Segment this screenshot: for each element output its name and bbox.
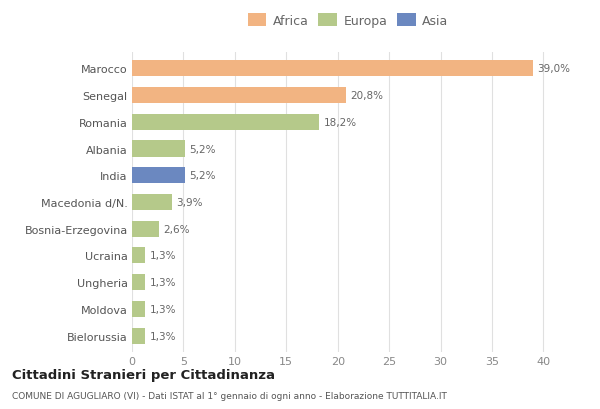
Text: 1,3%: 1,3% xyxy=(149,277,176,288)
Text: 5,2%: 5,2% xyxy=(190,171,216,181)
Text: 2,6%: 2,6% xyxy=(163,224,190,234)
Bar xyxy=(132,61,533,77)
Bar xyxy=(132,88,346,104)
Bar xyxy=(132,301,145,317)
Bar xyxy=(132,248,145,264)
Bar xyxy=(132,328,145,344)
Text: 20,8%: 20,8% xyxy=(350,91,383,101)
Text: 18,2%: 18,2% xyxy=(323,117,356,128)
Text: 5,2%: 5,2% xyxy=(190,144,216,154)
Text: 1,3%: 1,3% xyxy=(149,304,176,314)
Text: Cittadini Stranieri per Cittadinanza: Cittadini Stranieri per Cittadinanza xyxy=(12,368,275,381)
Bar xyxy=(132,141,185,157)
Text: 3,9%: 3,9% xyxy=(176,198,203,207)
Text: COMUNE DI AGUGLIARO (VI) - Dati ISTAT al 1° gennaio di ogni anno - Elaborazione : COMUNE DI AGUGLIARO (VI) - Dati ISTAT al… xyxy=(12,391,447,400)
Bar xyxy=(132,221,159,237)
Text: 1,3%: 1,3% xyxy=(149,251,176,261)
Bar xyxy=(132,115,319,130)
Bar xyxy=(132,168,185,184)
Text: 39,0%: 39,0% xyxy=(537,64,570,74)
Bar xyxy=(132,194,172,211)
Text: 1,3%: 1,3% xyxy=(149,331,176,341)
Bar xyxy=(132,274,145,290)
Legend: Africa, Europa, Asia: Africa, Europa, Asia xyxy=(244,10,452,31)
